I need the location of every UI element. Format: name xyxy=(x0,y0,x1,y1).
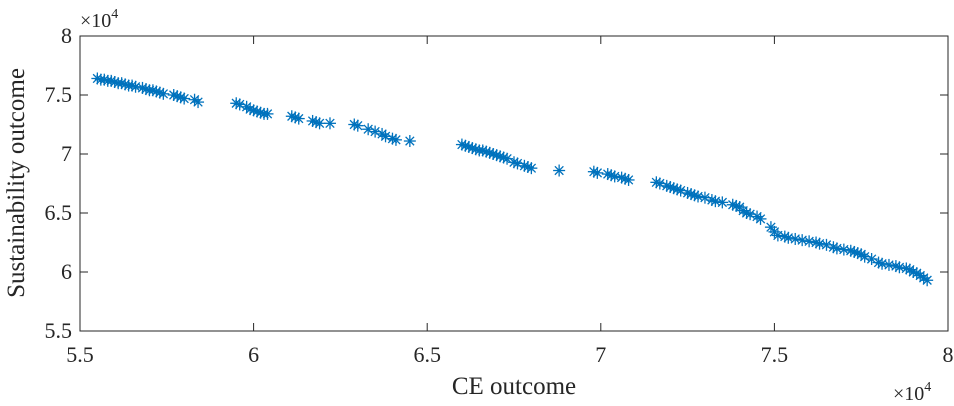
y-tick-label: 6 xyxy=(61,259,72,284)
data-point xyxy=(188,93,201,106)
x-axis-label: CE outcome xyxy=(452,373,576,400)
x-tick-label: 6.5 xyxy=(413,342,441,367)
data-point xyxy=(622,173,635,186)
x-tick-label: 7 xyxy=(595,342,606,367)
y-exponent-label: ×104 xyxy=(80,7,118,32)
data-point xyxy=(178,92,191,105)
data-point xyxy=(403,135,416,148)
tick-labels-layer: 5.5 6 6.5 7 7.5 8 5.5 6 6.5 7 7.5 8 xyxy=(45,23,954,367)
data-point xyxy=(376,127,389,140)
x-tick-label: 6 xyxy=(248,342,259,367)
y-tick-label: 7 xyxy=(61,141,72,166)
x-tick-label: 8 xyxy=(943,342,954,367)
data-points-layer xyxy=(91,72,934,287)
data-point xyxy=(716,196,729,209)
data-point xyxy=(261,107,274,120)
data-point xyxy=(525,162,538,175)
data-point xyxy=(830,242,843,255)
data-point xyxy=(192,96,205,109)
y-tick-label: 5.5 xyxy=(45,318,73,343)
y-axis-label: Sustainability outcome xyxy=(3,68,30,298)
ticks-layer xyxy=(79,35,949,332)
data-point xyxy=(313,117,326,130)
data-point xyxy=(917,271,930,284)
data-point xyxy=(157,87,170,100)
data-point xyxy=(754,212,767,225)
y-tick-label: 8 xyxy=(61,23,72,48)
data-point xyxy=(553,164,566,177)
x-tick-label: 5.5 xyxy=(66,342,94,367)
data-point xyxy=(921,274,934,287)
x-tick-label: 7.5 xyxy=(761,342,789,367)
y-tick-label: 7.5 xyxy=(45,82,73,107)
data-point xyxy=(591,166,604,179)
data-point xyxy=(855,248,868,261)
data-point xyxy=(751,210,764,223)
data-point xyxy=(608,170,621,183)
data-point xyxy=(292,112,305,125)
data-point xyxy=(389,133,402,146)
data-point xyxy=(323,117,336,130)
x-exponent-label: ×104 xyxy=(893,380,931,405)
data-point xyxy=(813,237,826,250)
plot-area xyxy=(79,35,949,332)
data-point xyxy=(351,119,364,132)
y-tick-label: 6.5 xyxy=(45,200,73,225)
